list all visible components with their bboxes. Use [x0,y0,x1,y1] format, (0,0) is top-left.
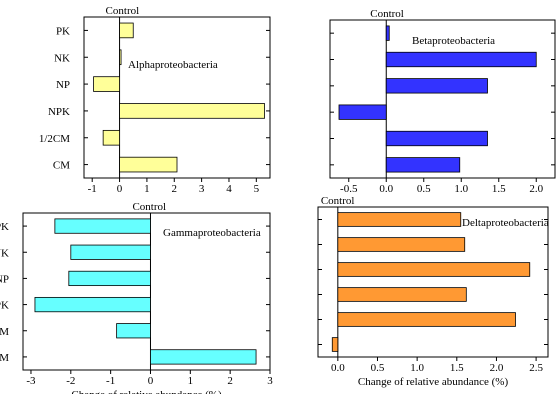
x-tick-label: 2.0 [490,362,504,374]
bar-pk [385,25,390,41]
x-tick-label: 1.5 [492,183,506,195]
panel-title: Gammaproteobacteria [163,227,261,239]
bar-npk [337,287,467,302]
bar-1-2cm [385,130,488,147]
plot-frame [22,212,271,371]
control-label: Control [106,5,140,17]
category-label: CM [53,160,70,172]
category-label: 1/2CM [0,326,9,338]
panel-2 [329,19,556,182]
category-label: NPK [48,106,70,118]
bar-nk [385,51,537,68]
control-label: Control [132,201,166,213]
x-tick-label: 2 [172,183,178,195]
plot-frame [317,206,549,358]
bar-npk [34,296,151,313]
x-tick-label: 3 [267,375,273,387]
bar-cm [385,157,461,173]
bar-np [68,270,151,287]
bar-1-2cm [116,323,151,339]
bar-pk [54,218,151,234]
x-tick-label: -1 [88,183,97,195]
x-tick-label: 1.5 [450,362,464,374]
x-tick-label: 0.5 [417,183,431,195]
bar-np [93,76,120,92]
category-label: NPK [0,300,9,312]
bar-nk [119,49,122,66]
x-tick-label: 5 [254,183,260,195]
x-tick-label: -3 [26,375,36,387]
category-label: NP [0,273,9,285]
control-label: Control [321,195,355,207]
plot-frame [329,19,556,179]
x-axis-title: Change of relative abundance (%) [71,389,222,394]
bar-pk [337,212,462,227]
bar-cm [331,337,339,352]
panel-title: Deltaproteobacteria [462,217,549,229]
x-tick-label: 0.0 [379,183,393,195]
category-label: 1/2CM [39,133,70,145]
x-tick-label: 0.5 [371,362,385,374]
x-tick-label: 2 [227,375,233,387]
x-tick-label: 2.5 [529,362,543,374]
x-tick-label: 4 [226,183,232,195]
panel-4 [317,206,549,361]
category-label: PK [0,221,9,233]
panel-3 [22,212,271,374]
category-label: NK [0,247,9,259]
panel-1 [83,16,271,182]
bar-1-2cm [102,129,120,146]
x-tick-label: 0 [148,375,154,387]
bar-npk [119,103,265,119]
x-tick-label: 0 [117,183,123,195]
bar-nk [70,244,151,260]
x-tick-label: -1 [106,375,115,387]
x-tick-label: 1 [144,183,150,195]
x-tick-label: 1 [188,375,194,387]
bar-pk [119,22,134,39]
x-tick-label: 3 [199,183,205,195]
control-label: Control [370,8,404,20]
bar-cm [150,349,257,365]
category-label: NP [56,79,70,91]
x-tick-label: -0.5 [340,183,358,195]
panel-title: Alphaproteobacteria [128,59,218,71]
bar-1-2cm [337,312,516,327]
category-label: CM [0,352,9,364]
x-tick-label: 1.0 [454,183,468,195]
x-tick-label: 0.0 [331,362,345,374]
x-axis-title: Change of relative abundance (%) [358,376,509,388]
plot-frame [83,16,271,179]
category-label: PK [56,25,70,37]
x-tick-label: 1.0 [410,362,424,374]
x-tick-label: 2.0 [529,183,543,195]
x-tick-label: -2 [66,375,75,387]
bar-np [337,262,531,277]
bar-np [385,78,488,94]
category-label: NK [54,52,70,64]
panel-title: Betaproteobacteria [412,35,495,47]
bar-cm [119,156,178,173]
bar-npk [338,104,387,120]
bar-nk [337,237,466,252]
